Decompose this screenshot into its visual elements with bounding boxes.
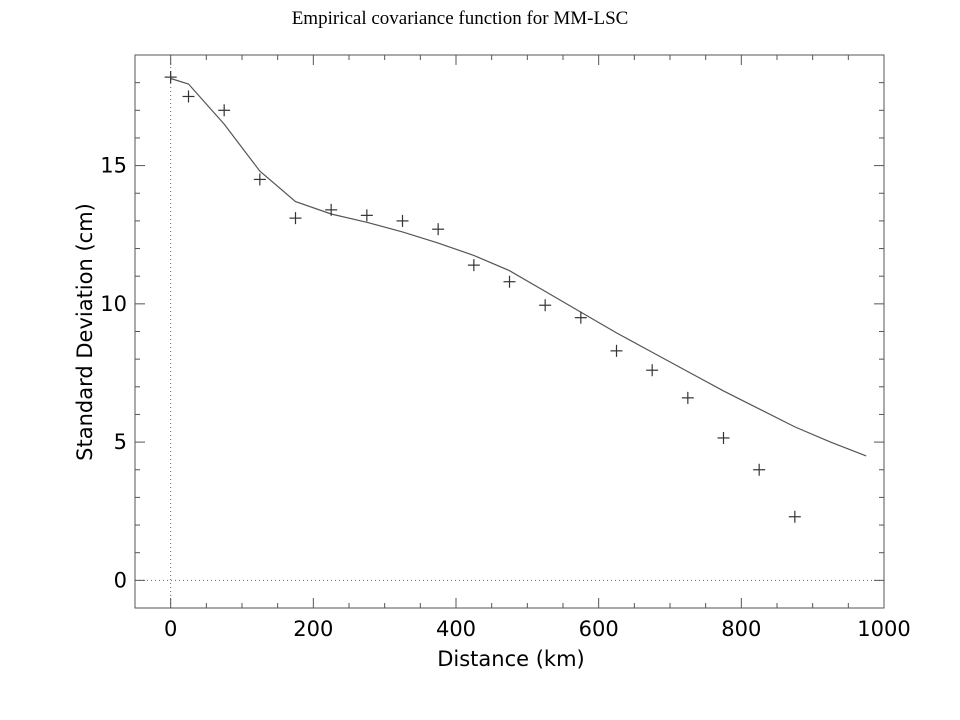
x-tick-label: 1000: [857, 617, 910, 641]
x-tick-label: 800: [721, 617, 761, 641]
data-point: [289, 212, 302, 225]
y-tick-label: 10: [100, 292, 127, 316]
y-tick-label: 15: [100, 154, 127, 178]
data-point: [253, 173, 266, 186]
data-point: [432, 223, 445, 236]
data-point: [646, 364, 659, 377]
data-point: [164, 71, 177, 84]
y-tick-label: 0: [114, 568, 127, 592]
data-point: [360, 209, 373, 222]
data-point: [325, 203, 338, 216]
data-point: [717, 431, 730, 444]
data-point: [610, 344, 623, 357]
data-point: [539, 299, 552, 312]
data-point: [753, 463, 766, 476]
data-point: [574, 311, 587, 324]
data-point: [681, 391, 694, 404]
x-axis-label: Distance (km): [437, 647, 585, 671]
axis-ticks: [135, 55, 885, 608]
empirical-points: [164, 71, 801, 523]
data-point: [218, 104, 231, 117]
data-point: [788, 510, 801, 523]
data-point: [503, 275, 516, 288]
x-tick-label: 400: [436, 617, 476, 641]
x-tick-label: 600: [579, 617, 619, 641]
y-axis-label: Standard Deviation (cm): [73, 203, 97, 461]
y-tick-label: 5: [114, 430, 127, 454]
x-tick-label: 0: [164, 617, 177, 641]
model-curve: [170, 77, 867, 457]
plot-frame: [134, 54, 885, 609]
x-tick-label: 200: [293, 617, 333, 641]
data-point: [396, 214, 409, 227]
data-point: [467, 259, 480, 272]
axis-tick-labels: 0 200 400 600 800 1000 0 5 10 15: [100, 154, 910, 641]
chart-title: Empirical covariance function for MM-LSC: [291, 8, 629, 29]
data-point: [182, 90, 195, 103]
